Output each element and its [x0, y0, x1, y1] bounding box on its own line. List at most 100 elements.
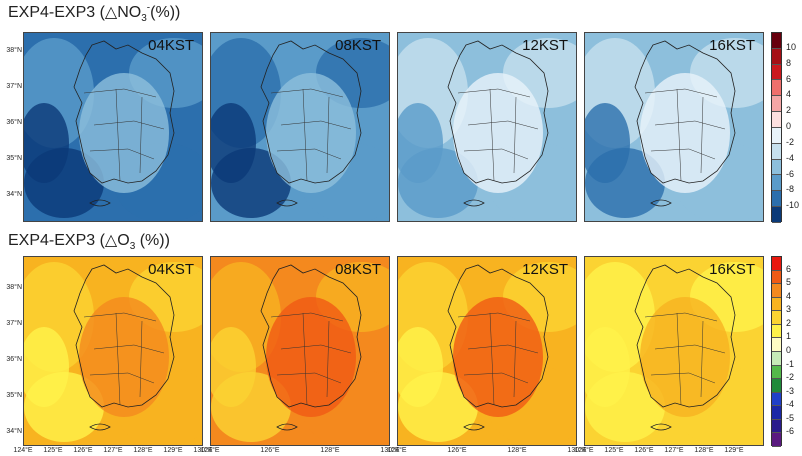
field-contour-blob [24, 327, 69, 407]
lat-tick-label: 36°N [6, 119, 22, 126]
o3-field-map [398, 257, 576, 445]
panel-time-label: 08KST [335, 37, 381, 54]
colorbar-swatch [772, 297, 781, 312]
colorbar-swatch [772, 338, 781, 352]
no3-colorbar [771, 32, 782, 223]
province-boundaries [83, 88, 165, 182]
lon-tick-label: 124°E [13, 447, 33, 454]
no3-field-map [398, 33, 576, 221]
panel-time-label: 04KST [148, 37, 194, 54]
jeju-island-outline [463, 199, 485, 207]
jeju-island-outline [650, 423, 672, 431]
lat-tick-label: 34°N [6, 191, 22, 198]
colorbar-tick-label: 2 [786, 317, 792, 328]
no3-map-panel: 04KST [23, 32, 203, 222]
colorbar-tick-label: -10 [786, 200, 800, 211]
colorbar-swatch [772, 257, 781, 271]
colorbar-tick-label: -4 [786, 152, 795, 163]
field-contour-blob [640, 297, 730, 417]
field-contour-blob [398, 327, 443, 407]
colorbar-swatch [772, 191, 781, 208]
lat-tick-label: 38°N [6, 47, 22, 54]
field-contour-blob [24, 103, 69, 183]
field-contour-blob [585, 327, 630, 407]
colorbar-swatch [772, 64, 781, 81]
lon-tick-label: 126°E [447, 447, 467, 454]
colorbar-tick-label: -2 [786, 372, 795, 383]
colorbar-swatch [772, 379, 781, 393]
o3-section-title: EXP4-EXP3 (△O3 (%)) [8, 232, 170, 253]
no3-map-panel: 08KST [210, 32, 390, 222]
colorbar-swatch [772, 324, 781, 339]
lon-tick-label: 128°E [133, 447, 153, 454]
no3-map-panel: 16KST [584, 32, 764, 222]
colorbar-swatch [772, 365, 781, 380]
field-contour-blob [453, 73, 543, 193]
coastline [447, 264, 549, 408]
o3-field-map [211, 257, 389, 445]
colorbar-swatch [772, 175, 781, 192]
coastline [634, 264, 736, 408]
lat-tick-label: 35°N [6, 392, 22, 399]
colorbar-swatch [772, 419, 781, 434]
coastline [260, 264, 362, 408]
colorbar-tick-label: 1 [786, 331, 792, 342]
province-boundaries [270, 312, 352, 406]
o3-map-panel: 16KST [584, 256, 764, 446]
lat-tick-label: 35°N [6, 155, 22, 162]
coastline [73, 264, 175, 408]
no3-field-map [585, 33, 763, 221]
lon-tick-label: 124°E [387, 447, 407, 454]
lat-tick-label: 38°N [6, 284, 22, 291]
no3-map-panel: 12KST [397, 32, 577, 222]
colorbar-swatch [772, 143, 781, 160]
field-contour-blob [453, 297, 543, 417]
colorbar-tick-label: 6 [786, 263, 792, 274]
colorbar-tick-label: 4 [786, 290, 792, 301]
colorbar-tick-label: -5 [786, 412, 795, 423]
colorbar-tick-label: 10 [786, 41, 797, 52]
lon-tick-label: 125°E [43, 447, 63, 454]
colorbar-swatch [772, 112, 781, 128]
colorbar-swatch [772, 80, 781, 97]
lon-tick-label: 130°E [380, 447, 400, 454]
panel-time-label: 12KST [522, 37, 568, 54]
lon-tick-label: 124°E [574, 447, 594, 454]
field-contour-blob [640, 73, 730, 193]
field-contour-blob [266, 297, 356, 417]
field-contour-blob [266, 73, 356, 193]
jeju-island-outline [89, 423, 111, 431]
o3-colorbar [771, 256, 782, 447]
colorbar-tick-label: -1 [786, 358, 795, 369]
colorbar-swatch [772, 207, 781, 223]
province-boundaries [83, 312, 165, 406]
province-boundaries [270, 88, 352, 182]
o3-field-map [24, 257, 202, 445]
colorbar-tick-label: -3 [786, 385, 795, 396]
colorbar-swatch [772, 96, 781, 113]
no3-field-map [211, 33, 389, 221]
lon-tick-label: 126°E [260, 447, 280, 454]
colorbar-tick-label: 3 [786, 304, 792, 315]
jeju-island-outline [650, 199, 672, 207]
colorbar-tick-label: 0 [786, 345, 792, 355]
colorbar-tick-label: 6 [786, 73, 792, 84]
lon-tick-label: 128°E [694, 447, 714, 454]
jeju-island-outline [276, 199, 298, 207]
lon-tick-label: 130°E [567, 447, 587, 454]
lon-tick-label: 126°E [73, 447, 93, 454]
panel-time-label: 16KST [709, 37, 755, 54]
jeju-island-outline [276, 423, 298, 431]
colorbar-tick-label: 4 [786, 89, 792, 100]
province-boundaries [457, 88, 539, 182]
colorbar-swatch [772, 284, 781, 298]
colorbar-swatch [772, 351, 781, 366]
lat-tick-label: 37°N [6, 320, 22, 327]
province-boundaries [644, 88, 726, 182]
coastline [260, 40, 362, 184]
lon-tick-label: 128°E [320, 447, 340, 454]
field-contour-blob [211, 327, 256, 407]
panel-time-label: 12KST [522, 261, 568, 278]
o3-field-map [585, 257, 763, 445]
o3-map-panel: 08KST [210, 256, 390, 446]
